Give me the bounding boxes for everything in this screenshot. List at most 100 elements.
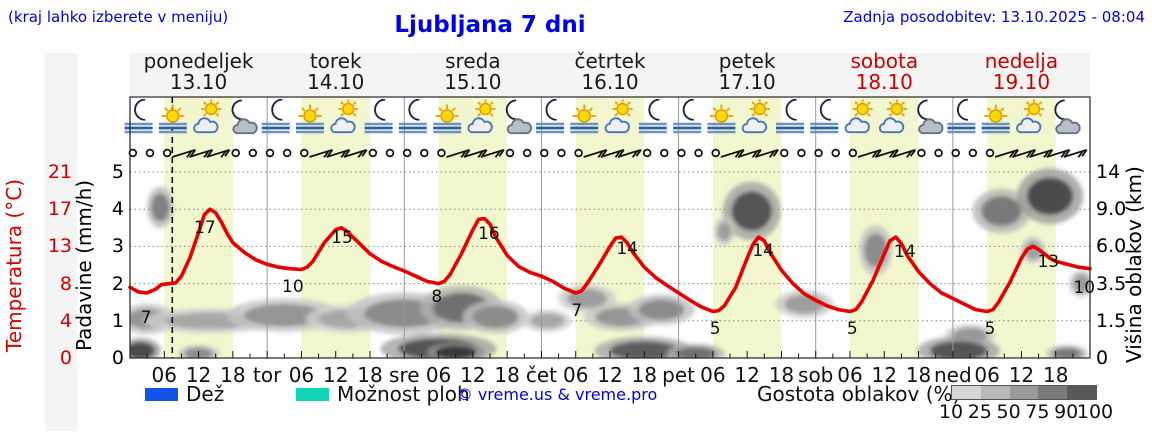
cloud-blob (1052, 347, 1082, 358)
wind-calm-icon (968, 148, 978, 158)
day-name: ponedeljek (143, 49, 254, 73)
moon-fog-icon (122, 99, 155, 134)
hour-tick-label: 06 (562, 363, 589, 387)
day-abbr-label: pet (662, 363, 695, 387)
height-tick: 6.0 (1096, 235, 1127, 258)
wind-calm-icon (265, 148, 275, 158)
wind-calm-icon (248, 148, 258, 158)
copyright-link[interactable]: © vreme.us & vreme.pro (456, 385, 658, 404)
precip-tick: 3 (111, 235, 124, 258)
temp-value-label: 17 (194, 218, 216, 238)
hour-tick-label: 06 (288, 363, 315, 387)
wind-calm-icon (574, 148, 583, 158)
cloud-blob (784, 294, 825, 314)
wind-calm-icon (557, 148, 566, 158)
temp-value-label: 7 (571, 301, 583, 321)
day-name: nedelja (984, 49, 1059, 73)
last-updated: Zadnja posodobitev: 13.10.2025 - 08:04 (843, 8, 1145, 26)
wind-calm-icon (145, 148, 155, 158)
day-abbr-label: tor (252, 363, 282, 387)
wind-calm-icon (300, 148, 309, 158)
wind-calm-icon (540, 148, 549, 158)
legend-showers-label: Možnost ploh (337, 382, 470, 406)
temp-value-label: 13 (1037, 252, 1060, 272)
hour-tick-label: 18 (768, 363, 795, 387)
cloud-blob (244, 304, 325, 327)
temp-value-label: 14 (616, 239, 638, 259)
hour-tick-label: 06 (425, 363, 452, 387)
wind-calm-icon (934, 148, 943, 158)
hour-tick-label: 18 (357, 363, 383, 387)
cloud-blob (1027, 177, 1073, 215)
wind-calm-icon (282, 148, 292, 158)
cloud-blob (717, 222, 732, 241)
day-name: petek (718, 49, 776, 73)
day-header-strip (130, 53, 1090, 96)
moon-fog-icon (671, 99, 703, 134)
wind-calm-icon (522, 148, 532, 158)
day-abbr-label: sre (389, 363, 420, 387)
height-tick: 1.5 (1096, 309, 1127, 332)
day-abbr-label: sob (798, 363, 834, 387)
temp-value-label: 16 (478, 224, 500, 244)
hour-tick-label: 06 (700, 363, 726, 387)
cloud-scale-segment (952, 386, 981, 399)
cloud-scale-segment (1067, 386, 1096, 399)
moon-cloud-icon (231, 99, 259, 135)
wind-calm-icon (831, 148, 840, 158)
wind-calm-icon (437, 148, 446, 158)
day-abbr-label: čet (525, 363, 557, 387)
height-tick: 9.0 (1096, 198, 1127, 221)
height-tick: 3.5 (1096, 272, 1127, 295)
hour-tick-label: 06 (837, 363, 863, 387)
height-tick: 14 (1096, 161, 1121, 183)
cloud-scale-value: 50 (996, 401, 1021, 423)
cloud-blob (1024, 240, 1042, 260)
temp-value-label: 10 (282, 277, 304, 297)
temp-value-label: 5 (984, 319, 996, 339)
cloud-blob (435, 345, 476, 358)
day-band (850, 97, 919, 358)
temp-value-label: 7 (140, 308, 152, 328)
wind-calm-icon (711, 148, 720, 158)
day-date: 16.10 (581, 70, 639, 94)
moon-fog-icon (534, 99, 566, 134)
cloud-scale-value: 25 (967, 401, 992, 423)
precip-tick: 1 (111, 309, 124, 332)
temp-value-label: 14 (752, 241, 774, 261)
wind-calm-icon (694, 148, 703, 158)
cloud-scale-value: 100 (1076, 401, 1114, 423)
temp-value-label: 10 (1073, 278, 1096, 298)
wind-calm-icon (642, 148, 652, 158)
hour-tick-label: 12 (871, 363, 898, 387)
wind-calm-icon (505, 148, 515, 158)
wind-calm-icon (677, 148, 686, 158)
cloud-scale-segment (1009, 386, 1039, 399)
precip-tick: 0 (111, 347, 124, 369)
hour-tick-label: 12 (185, 363, 212, 387)
day-date: 15.10 (444, 70, 502, 94)
temperature-curve (128, 207, 1092, 314)
day-date: 14.10 (307, 70, 365, 94)
cloud-blob (1072, 274, 1090, 293)
legend-showers-swatch (296, 388, 329, 401)
hour-tick-label: 18 (494, 363, 520, 387)
day-abbr-label: ned (934, 363, 972, 387)
cloud-scale-segment (1038, 386, 1068, 399)
cloud-scale-value: 75 (1025, 401, 1050, 423)
day-date: 18.10 (855, 70, 913, 94)
day-name: torek (309, 49, 362, 73)
height-tick: 0 (1096, 347, 1109, 369)
page-title: Ljubljana 7 dni (394, 12, 586, 38)
cloud-blob (638, 299, 685, 320)
cloud-blob (151, 193, 170, 222)
legend-rain-swatch (145, 388, 178, 401)
moon-fog-icon (945, 99, 978, 134)
precip-tick: 4 (111, 198, 124, 221)
moon-cloud-icon (916, 99, 944, 135)
temp-value-label: 5 (846, 319, 858, 339)
wind-calm-icon (162, 148, 172, 158)
wind-calm-icon (848, 148, 858, 158)
temp-tick: 8 (59, 272, 72, 295)
